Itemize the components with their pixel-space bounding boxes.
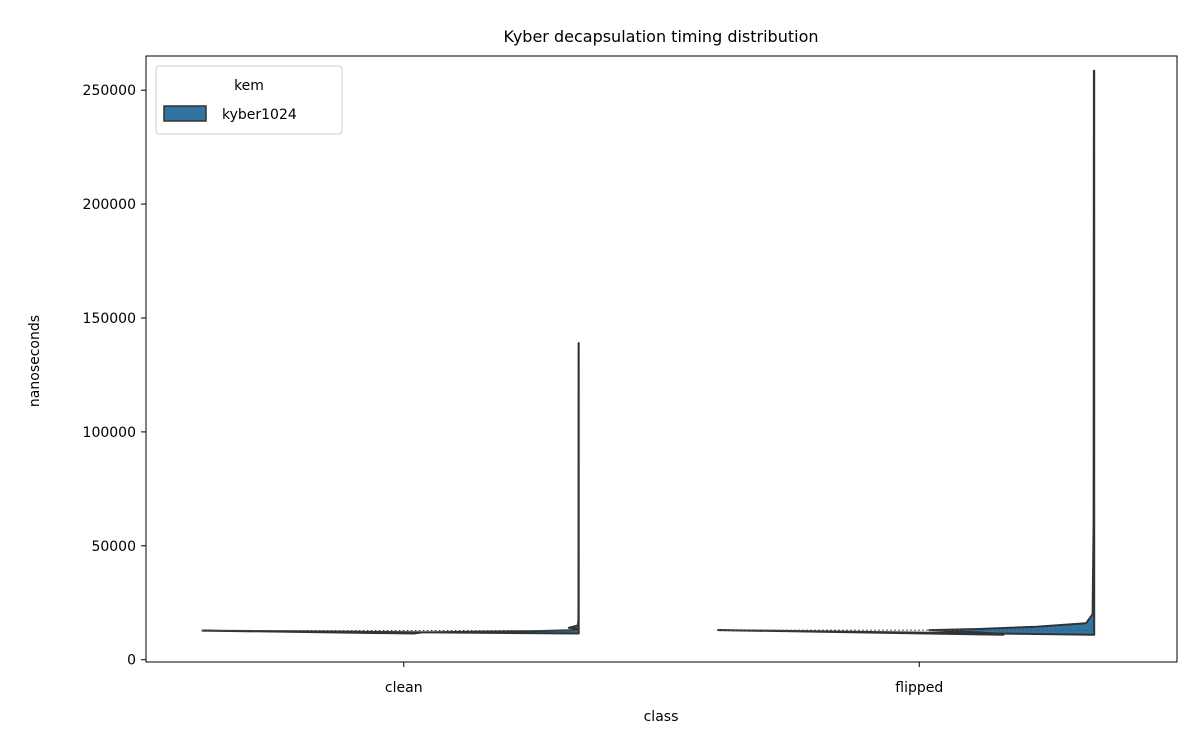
- legend-swatch: [163, 105, 207, 122]
- y-tick-label: 150000: [83, 311, 136, 327]
- y-tick-label: 0: [127, 653, 136, 669]
- plot-area: [145, 55, 1178, 663]
- plot-frame: [145, 55, 1178, 663]
- chart-title: Kyber decapsulation timing distribution: [504, 27, 819, 46]
- y-axis-label: nanoseconds: [27, 315, 43, 407]
- legend-frame: [155, 65, 343, 135]
- x-tick-label: clean: [385, 680, 423, 696]
- legend-title: kem: [234, 78, 264, 94]
- x-axis: clean flipped: [385, 662, 943, 696]
- y-axis: 0 50000 100000 150000 200000 250000: [83, 83, 146, 669]
- violin-flipped: [717, 69, 1096, 636]
- legend-label: kyber1024: [222, 107, 297, 123]
- y-tick-label: 200000: [83, 197, 136, 213]
- x-axis-label: class: [644, 709, 679, 725]
- y-tick-label: 50000: [91, 539, 136, 555]
- legend: kem kyber1024: [155, 65, 343, 135]
- y-tick-label: 250000: [83, 83, 136, 99]
- x-tick-label: flipped: [895, 680, 943, 696]
- violins: [201, 69, 1096, 636]
- violin-clean: [201, 342, 580, 635]
- y-tick-label: 100000: [83, 425, 136, 441]
